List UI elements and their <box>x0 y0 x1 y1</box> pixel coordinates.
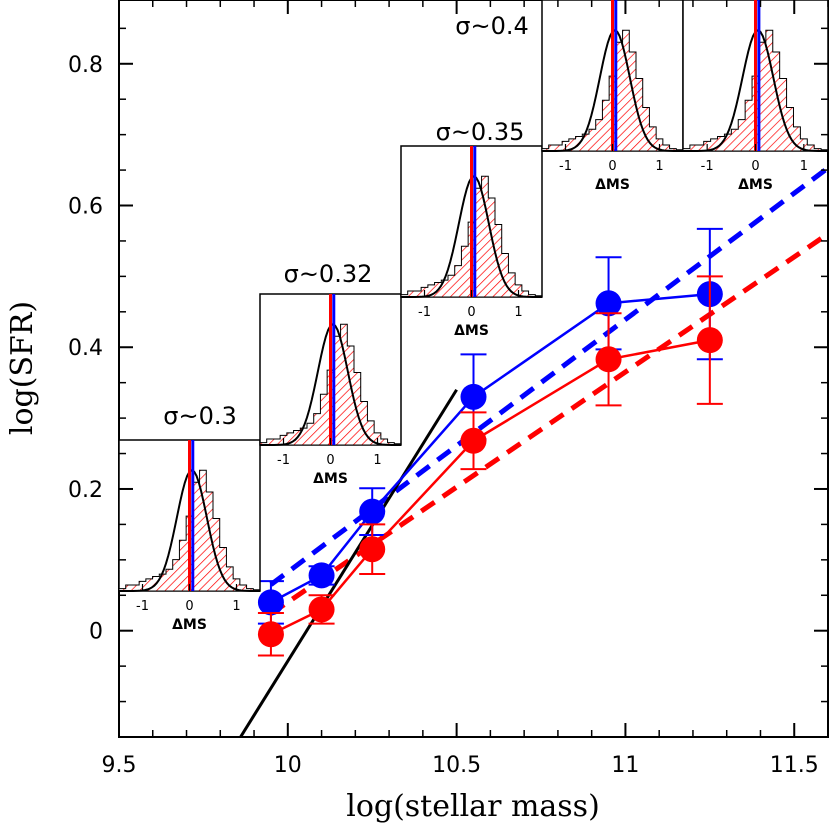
x-tick-label: 11 <box>611 753 639 778</box>
y-tick-label: 0.6 <box>68 195 103 220</box>
y-axis-title: log(SFR) <box>5 301 40 435</box>
data-point <box>460 383 487 410</box>
y-tick-label: 0 <box>89 620 103 645</box>
inset-x-label: ΔMS <box>595 177 630 193</box>
data-point <box>696 327 723 354</box>
inset-x-label: ΔMS <box>172 617 207 633</box>
data-point <box>257 589 284 616</box>
inset-tick-label: 0 <box>326 453 334 468</box>
data-point <box>595 290 622 317</box>
sigma-label: σ~0.4 <box>455 12 529 40</box>
data-layer <box>239 165 828 737</box>
inset-tick-label: 1 <box>514 305 522 320</box>
inset-tick-label: 0 <box>751 159 759 174</box>
data-point <box>308 562 335 589</box>
x-axis-title: log(stellar mass) <box>346 789 600 824</box>
inset-tick-label: -1 <box>418 305 431 320</box>
inset-tick-label: -1 <box>136 599 149 614</box>
inset-tick-label: 0 <box>467 305 475 320</box>
inset-tick-label: 0 <box>185 599 193 614</box>
y-tick-label: 0.2 <box>68 478 103 503</box>
inset-panel: -1 0 1 ΔMS σ~0.3 <box>118 402 261 633</box>
inset-tick-label: -1 <box>559 159 572 174</box>
inset-x-label: ΔMS <box>313 471 348 487</box>
data-point <box>359 498 386 525</box>
inset-panel: -1 0 1 ΔMS <box>682 0 829 193</box>
x-tick-label: 9.5 <box>102 753 137 778</box>
slope-line <box>239 388 458 737</box>
inset-tick-label: 1 <box>655 159 663 174</box>
inset-tick-label: 0 <box>608 159 616 174</box>
inset-panel: -1 0 1 ΔMS σ~0.4 <box>455 0 684 193</box>
axis-layer: 9.5 10 10.5 11 11.500.20.40.60.8 <box>68 0 829 778</box>
inset-tick-label: 1 <box>373 453 381 468</box>
sigma-label: σ~0.32 <box>284 260 373 288</box>
inset-panel: -1 0 1 ΔMS σ~0.35 <box>400 118 543 339</box>
inset-tick-label: -1 <box>277 453 290 468</box>
inset-tick-label: -1 <box>701 159 714 174</box>
inset-tick-label: 1 <box>800 159 808 174</box>
data-point <box>308 596 335 623</box>
inset-x-label: ΔMS <box>738 177 773 193</box>
data-point <box>257 621 284 648</box>
data-point <box>359 536 386 563</box>
x-tick-label: 10.5 <box>432 753 481 778</box>
y-tick-label: 0.4 <box>68 336 103 361</box>
inset-panel: -1 0 1 ΔMS σ~0.32 <box>259 260 402 487</box>
y-tick-label: 0.8 <box>68 53 103 78</box>
data-point <box>595 346 622 373</box>
sigma-label: σ~0.3 <box>163 402 237 430</box>
inset-tick-label: 1 <box>232 599 240 614</box>
inset-x-label: ΔMS <box>454 323 489 339</box>
sigma-label: σ~0.35 <box>436 118 525 146</box>
data-point <box>460 427 487 454</box>
x-tick-label: 10 <box>274 753 302 778</box>
x-tick-label: 11.5 <box>770 753 819 778</box>
